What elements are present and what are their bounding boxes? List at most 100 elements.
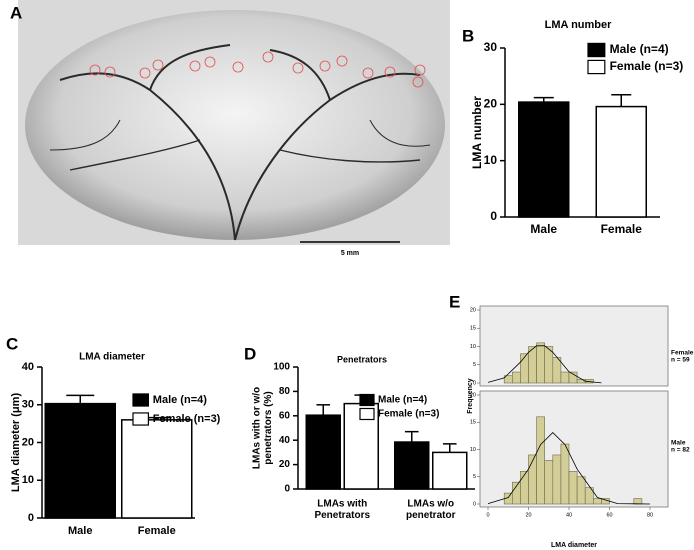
x-tick-label: Female (601, 222, 643, 236)
y-tick-label: 20 (22, 436, 34, 448)
x-tick-label: Male (530, 222, 557, 236)
histogram-bar (520, 470, 529, 505)
x-tick-label: Female (138, 525, 176, 537)
y-tick-label: 15 (470, 420, 476, 426)
bar (44, 402, 116, 519)
normal-curve (487, 432, 651, 505)
histogram: 0 5 10 15 20 Female n = 59 Frequency (467, 305, 694, 414)
legend-label: Female (n=3) (610, 59, 684, 73)
x-tick-label: 0 (486, 512, 489, 518)
bar (518, 101, 570, 218)
y-axis-label: LMA diameter (μm) (10, 393, 22, 493)
y-tick-label: 60 (279, 410, 291, 421)
y-tick-label: 0 (473, 380, 476, 386)
y-tick-label: 0 (490, 209, 497, 223)
bar (432, 451, 468, 490)
y-axis-label: LMAs with or w/openetrators (%) (251, 387, 274, 469)
y-tick-label: 5 (473, 362, 476, 368)
vessels (49, 44, 431, 241)
y-tick-label: 20 (470, 307, 476, 313)
histogram: 0 5 10 15 20 0 20 40 60 80 Male n = 82 LMA diameter (470, 390, 690, 549)
legend-label: Female (n=3) (153, 413, 221, 425)
histogram-bar (552, 454, 562, 505)
y-tick-label: 40 (279, 435, 291, 446)
y-tick-label: 10 (470, 447, 476, 453)
y-tick-label: 20 (484, 97, 498, 111)
histogram-bar (511, 481, 521, 505)
histogram-bar (536, 342, 545, 384)
x-tick-label: Male (68, 525, 92, 537)
legend-label: Male (n=4) (610, 42, 669, 56)
histogram-bar (576, 379, 586, 384)
histogram-bar (528, 346, 537, 384)
x-tick-label: LMAs with Penetrators (314, 498, 370, 521)
y-tick-label: 40 (22, 361, 34, 373)
vessel-image: 5 mm (18, 0, 450, 257)
x-tick-label: 40 (566, 512, 572, 518)
legend-swatch (132, 412, 149, 426)
cortex (25, 10, 445, 240)
panel-label: Male n = 82 (671, 439, 690, 453)
y-tick-label: 0 (284, 484, 290, 495)
legend-swatch (587, 42, 606, 58)
y-tick-label: 20 (279, 459, 291, 470)
histogram-bar (520, 353, 529, 384)
legend-label: Male (n=4) (378, 395, 427, 406)
x-tick-label: 80 (647, 512, 653, 518)
histogram-bar (560, 443, 570, 505)
histogram-bar (552, 357, 562, 384)
histogram-bar (528, 454, 537, 505)
panel-label: A (10, 3, 22, 22)
lma-markers (89, 51, 426, 88)
histogram-bar (568, 470, 578, 505)
y-tick-label: 30 (22, 399, 34, 411)
histogram-bar (568, 371, 578, 384)
legend-swatch (359, 407, 375, 421)
legend-label: Male (n=4) (153, 394, 207, 406)
y-tick-label: 5 (473, 474, 476, 480)
y-tick-label: 10 (22, 474, 34, 486)
bar (394, 441, 430, 490)
panel-label: C (6, 334, 18, 353)
y-axis-label: Frequency (467, 378, 474, 414)
histogram-bar (536, 416, 545, 505)
histogram-bar (544, 346, 554, 384)
chart-title: LMA number (545, 19, 613, 31)
scale-bar-label: 5 mm (341, 250, 359, 257)
chart-title: Penetrators (337, 354, 387, 364)
histogram-bar (633, 498, 643, 505)
normal-curve (487, 345, 602, 384)
x-tick-label: 60 (606, 512, 612, 518)
legend-label: Female (n=3) (378, 409, 439, 420)
bar-chart: LMA diameter 0 10 20 30 40 LMA diameter (μm) Ma… (10, 352, 221, 537)
panel-label: Female n = 59 (671, 349, 694, 363)
y-tick-label: 30 (484, 40, 498, 54)
y-tick-label: 0 (28, 512, 34, 524)
histogram-bar (584, 487, 594, 505)
bar (121, 419, 193, 519)
x-tick-label: 20 (525, 512, 531, 518)
histogram-bar (511, 371, 521, 384)
y-tick-label: 100 (273, 362, 290, 373)
histogram-bar (560, 371, 570, 384)
y-tick-label: 10 (470, 344, 476, 350)
histogram-bar (576, 476, 586, 505)
y-axis-label: LMA number (470, 96, 484, 169)
y-tick-label: 20 (470, 392, 476, 398)
panel-label: D (244, 344, 256, 363)
legend-swatch (359, 393, 375, 407)
x-tick-label: LMAs w/o penetrator (406, 498, 456, 521)
histogram-bar (544, 460, 554, 505)
bar (305, 414, 341, 490)
histogram-bar (592, 498, 602, 505)
y-tick-label: 15 (470, 326, 476, 332)
chart-title: LMA diameter (79, 352, 145, 363)
legend-swatch (132, 393, 149, 407)
panel-label: B (462, 26, 474, 45)
y-tick-label: 10 (484, 153, 498, 167)
bar-chart: LMA number 0 10 20 30 LMA number Male Female Mal… (470, 19, 683, 236)
y-tick-label: 80 (279, 386, 291, 397)
bar (595, 105, 647, 218)
